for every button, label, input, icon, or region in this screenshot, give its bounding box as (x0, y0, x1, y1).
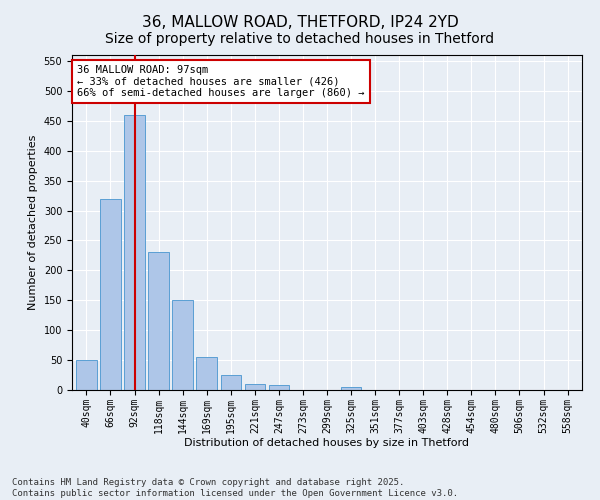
Bar (221, 375, 241, 390)
Bar (124, 115, 145, 390)
Bar (76, 360, 97, 390)
Bar (100, 198, 121, 390)
Bar (148, 252, 169, 390)
Text: 36 MALLOW ROAD: 97sqm
← 33% of detached houses are smaller (426)
66% of semi-det: 36 MALLOW ROAD: 97sqm ← 33% of detached … (77, 65, 365, 98)
Bar (269, 385, 289, 390)
Text: Contains HM Land Registry data © Crown copyright and database right 2025.
Contai: Contains HM Land Registry data © Crown c… (12, 478, 458, 498)
Bar (341, 387, 361, 390)
Bar (172, 300, 193, 390)
Bar (196, 357, 217, 390)
Y-axis label: Number of detached properties: Number of detached properties (28, 135, 38, 310)
Bar (245, 384, 265, 390)
Text: 36, MALLOW ROAD, THETFORD, IP24 2YD: 36, MALLOW ROAD, THETFORD, IP24 2YD (142, 15, 458, 30)
Text: Size of property relative to detached houses in Thetford: Size of property relative to detached ho… (106, 32, 494, 46)
X-axis label: Distribution of detached houses by size in Thetford: Distribution of detached houses by size … (185, 438, 470, 448)
